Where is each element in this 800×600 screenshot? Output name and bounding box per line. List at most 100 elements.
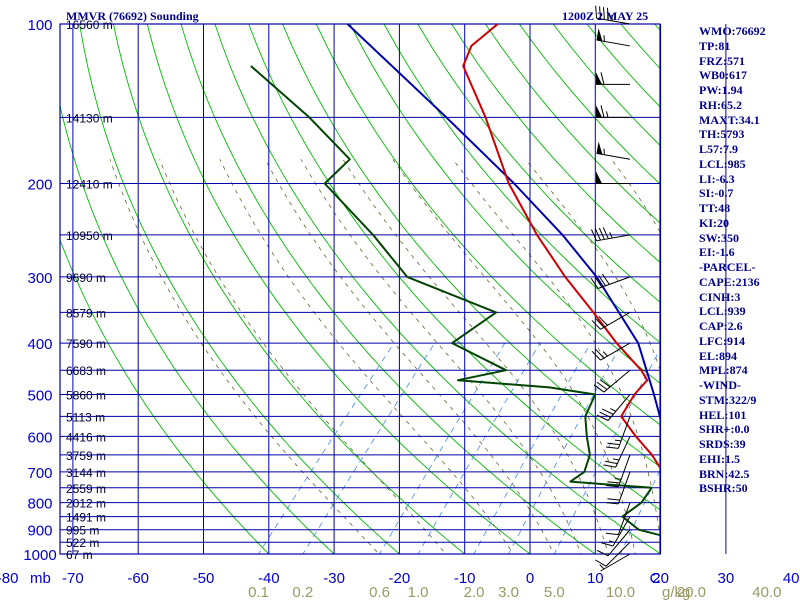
dry-adiabat bbox=[282, 24, 660, 468]
index-item: LFC:914 bbox=[699, 333, 745, 348]
index-item: CAP:2.6 bbox=[699, 319, 743, 333]
index-item: SI:-0.7 bbox=[699, 186, 734, 201]
moist-adiabat bbox=[109, 159, 380, 554]
moist-adiabat bbox=[159, 159, 447, 554]
temperature-tick-label: 30 bbox=[718, 570, 735, 587]
moist-adiabat bbox=[392, 159, 636, 554]
index-item: TT:48 bbox=[699, 201, 731, 215]
wind-barb bbox=[606, 416, 631, 449]
wind-barb bbox=[595, 5, 631, 25]
height-label: 3759 m bbox=[66, 449, 106, 463]
wind-barb bbox=[606, 502, 631, 536]
index-item: LCL:985 bbox=[699, 156, 746, 171]
wind-barb bbox=[593, 369, 631, 393]
pressure-tick-label: 700 bbox=[27, 465, 52, 482]
dry-adiabat bbox=[349, 24, 660, 384]
mixing-ratio-tick-label: 5.0 bbox=[544, 584, 565, 600]
height-label: 9690 m bbox=[66, 271, 106, 285]
wind-barb-column bbox=[590, 5, 631, 572]
pressure-tick-label: 800 bbox=[27, 496, 52, 513]
pressure-unit-label: mb bbox=[30, 570, 51, 587]
index-item: WMO:76692 bbox=[699, 24, 766, 38]
valid-time: 1200Z 2 MAY 25 bbox=[562, 9, 649, 23]
wind-barb bbox=[596, 141, 631, 160]
dry-adiabat bbox=[248, 24, 660, 511]
wind-barb bbox=[596, 105, 630, 118]
pressure-tick-label: 200 bbox=[27, 177, 52, 194]
mixing-ratio-tick-label: 0.2 bbox=[292, 584, 313, 600]
mixing-ratio-unit-label: g/kg bbox=[662, 584, 690, 600]
wind-barb bbox=[595, 541, 631, 567]
wind-barb bbox=[603, 436, 631, 468]
mixing-ratio-line bbox=[473, 342, 592, 554]
pressure-tick-label: 900 bbox=[27, 523, 52, 540]
height-label: 12410 m bbox=[66, 178, 113, 192]
index-item: KI:20 bbox=[699, 215, 729, 230]
index-item: L57:7.9 bbox=[699, 142, 738, 156]
index-item: SW:350 bbox=[699, 230, 740, 245]
dry-adiabat bbox=[417, 24, 660, 303]
index-item: SHR+:0.0 bbox=[699, 422, 750, 437]
dewpoint-profile-line bbox=[250, 65, 660, 537]
wind-barb bbox=[600, 516, 631, 547]
index-item: -PARCEL- bbox=[699, 260, 756, 274]
pressure-tick-label: 1000 bbox=[23, 547, 56, 564]
index-item: LCL:939 bbox=[699, 304, 746, 319]
wind-barb bbox=[591, 311, 631, 330]
mixing-ratio-line bbox=[302, 342, 436, 554]
dry-adiabat bbox=[214, 24, 660, 554]
height-labels: 16560 m 14130 m 12410 m 10950 m 9690 m 8579 m… bbox=[66, 18, 113, 562]
height-label: 995 m bbox=[66, 524, 99, 538]
moist-adiabat-lines bbox=[109, 159, 660, 554]
index-item: BRN:42.5 bbox=[699, 466, 750, 481]
mixing-ratio-line bbox=[417, 342, 541, 554]
wind-barb bbox=[596, 394, 631, 421]
height-label: 5860 m bbox=[66, 389, 106, 403]
dry-adiabat bbox=[79, 24, 401, 554]
mixing-ratio-line bbox=[620, 469, 660, 554]
mixing-ratio-tick-label: 20.0 bbox=[677, 584, 706, 600]
wind-barb bbox=[591, 342, 631, 361]
temperature-tick-label: -60 bbox=[127, 570, 149, 587]
dry-adiabat bbox=[112, 24, 466, 554]
index-item: MAXT:34.1 bbox=[699, 112, 760, 127]
temperature-tick-label: -20 bbox=[389, 570, 411, 587]
temperature-tick-label: 10 bbox=[587, 570, 604, 587]
temperature-profile-line bbox=[462, 24, 660, 470]
wind-barb bbox=[590, 273, 631, 289]
mixing-ratio-tick-label: 3.0 bbox=[498, 584, 519, 600]
dry-adiabat bbox=[146, 24, 531, 554]
index-item: BSHR:50 bbox=[699, 481, 748, 496]
index-item: EL:894 bbox=[699, 348, 738, 363]
wind-barb bbox=[606, 471, 631, 505]
temperature-tick-label: -10 bbox=[454, 570, 476, 587]
height-label: 4416 m bbox=[66, 430, 106, 444]
mixing-ratio-line bbox=[763, 343, 800, 565]
temperature-tick-label: 40 bbox=[783, 570, 800, 587]
wind-barb bbox=[606, 454, 631, 488]
temperature-tick-label: -30 bbox=[323, 570, 345, 587]
height-label: 10950 m bbox=[66, 229, 113, 243]
height-label: 2012 m bbox=[66, 497, 106, 511]
mixing-ratio-line bbox=[553, 348, 660, 554]
station-title: MMVR (76692) Sounding bbox=[66, 9, 199, 23]
pressure-tick-label: 500 bbox=[27, 388, 52, 405]
index-item: PW:1.94 bbox=[699, 83, 743, 97]
index-item: EI:-1.6 bbox=[699, 245, 735, 260]
temperature-tick-label: -40 bbox=[258, 570, 280, 587]
mixing-ratio-line bbox=[379, 342, 506, 554]
height-label: 7590 m bbox=[66, 337, 106, 351]
dry-adiabat bbox=[60, 238, 270, 554]
index-item: CINH:3 bbox=[699, 289, 741, 304]
temperature-tick-label: -50 bbox=[193, 570, 215, 587]
temperature-tick-label: -70 bbox=[62, 570, 84, 587]
pressure-tick-label: 600 bbox=[27, 429, 52, 446]
index-item: TP:81 bbox=[699, 38, 731, 53]
temperature-unit-label: C bbox=[650, 570, 661, 587]
mixing-ratio-tick-label: 1.0 bbox=[408, 584, 429, 600]
height-label: 8579 m bbox=[66, 306, 106, 320]
height-label: 5113 m bbox=[66, 410, 105, 424]
moist-adiabat bbox=[300, 159, 582, 554]
index-item: -WIND- bbox=[699, 378, 741, 392]
